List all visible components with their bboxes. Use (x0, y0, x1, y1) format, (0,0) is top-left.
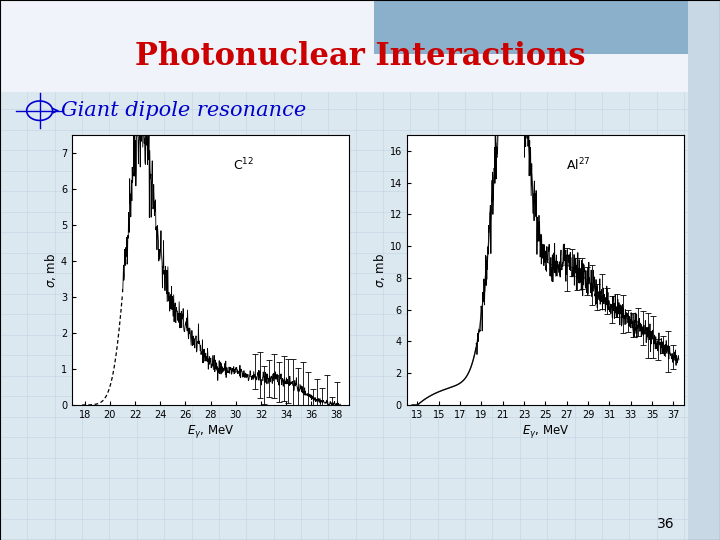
Y-axis label: $\sigma$, mb: $\sigma$, mb (372, 252, 387, 288)
X-axis label: $E_{\gamma}$, MeV: $E_{\gamma}$, MeV (522, 423, 569, 440)
Text: 36: 36 (657, 517, 675, 531)
Text: Photonuclear Interactions: Photonuclear Interactions (135, 41, 585, 72)
Text: Al$^{27}$: Al$^{27}$ (567, 157, 591, 173)
X-axis label: $E_{\gamma}$, MeV: $E_{\gamma}$, MeV (187, 423, 234, 440)
Bar (688, 0, 720, 540)
Text: C$^{12}$: C$^{12}$ (233, 157, 254, 173)
Bar (374, 0, 720, 54)
Y-axis label: $\sigma$, mb: $\sigma$, mb (43, 252, 58, 288)
Text: Giant dipole resonance: Giant dipole resonance (61, 101, 307, 120)
Bar (0, 0, 720, 92)
